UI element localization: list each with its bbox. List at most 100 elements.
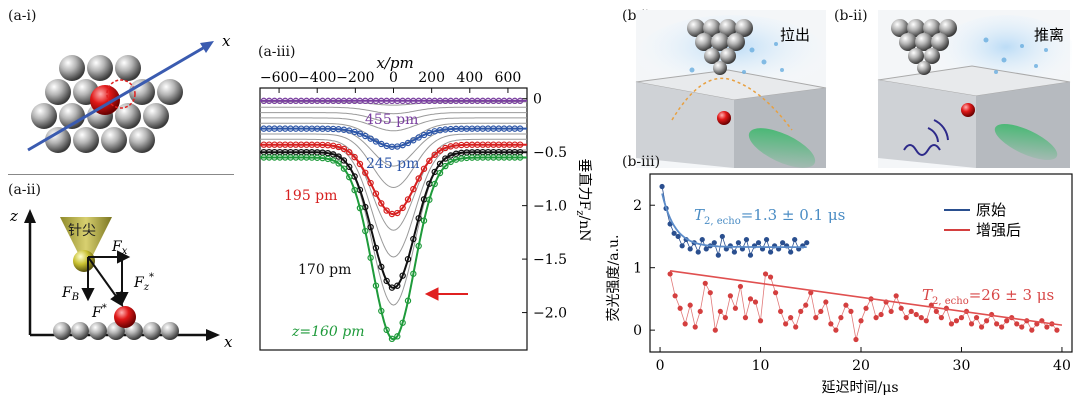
curve-point [372, 282, 380, 289]
enhanced-point [793, 324, 799, 330]
curve-point [404, 297, 412, 304]
enhanced-point [893, 293, 899, 299]
curve-point [367, 135, 374, 142]
original-point [703, 246, 709, 252]
x-axis-title-b: 延迟时间/μs [822, 380, 899, 396]
curve-point [383, 326, 390, 334]
force-curve [260, 156, 527, 341]
enhanced-point [712, 327, 718, 333]
fx-label: Fx [111, 239, 128, 257]
y-tick-label: −0.5 [533, 145, 567, 161]
enhanced-point [873, 315, 879, 321]
curve-point [356, 204, 364, 212]
panel-label-a-iii: (a-iii) [258, 44, 296, 60]
curve-point [362, 227, 369, 235]
curve-point [516, 141, 524, 148]
force-curve-chart: x/pm −600 −400 −200 0 200 400 600 0 −0.5 −1.0 −1.… [259, 54, 593, 351]
curve-point [367, 223, 374, 231]
enhanced-point [838, 315, 844, 321]
curve-point [431, 151, 438, 158]
x-tick-labels-b: 0 10 20 30 40 [656, 347, 1071, 374]
original-point [767, 249, 774, 255]
curve-point [442, 155, 449, 162]
enhanced-point [672, 293, 678, 299]
legend-original: 原始 [976, 201, 1006, 219]
curve-point [420, 165, 428, 173]
y-tick-labels-b: 0 1 2 [633, 198, 655, 339]
curve-point [335, 143, 342, 151]
enhanced-point [948, 321, 955, 327]
curve-label-170: 170 pm [298, 262, 351, 278]
curve-point [410, 270, 417, 277]
gray-curve [260, 133, 527, 189]
substrate-atoms [53, 322, 179, 340]
curve-point [436, 147, 444, 154]
curve-point [383, 277, 390, 285]
y-tick-label: −1.5 [533, 252, 567, 268]
enhanced-point [863, 305, 869, 311]
curve-point [410, 185, 417, 193]
atom-lattice-top-view: x [27, 32, 231, 153]
original-point [743, 236, 750, 243]
x-tick-label: 200 [418, 70, 445, 86]
original-point [735, 240, 742, 246]
y-axis-title-a: 垂直力Fz/nN [574, 159, 593, 242]
curve-point [420, 217, 428, 224]
red-adatom [90, 85, 120, 115]
enhanced-fit [669, 270, 1063, 326]
manipulated-atom [114, 306, 136, 328]
fb-label: FB [61, 285, 79, 303]
enhanced-point [848, 308, 854, 315]
curve-point [394, 209, 401, 217]
curve-point [404, 255, 412, 263]
enhanced-point [702, 280, 708, 286]
original-point [804, 240, 810, 246]
original-point [659, 183, 665, 190]
curves-a [260, 97, 527, 343]
curve-point [330, 151, 337, 158]
gray-curve [260, 117, 527, 132]
curve-point [394, 282, 401, 289]
enhanced-point [798, 308, 804, 315]
original-fit [661, 193, 807, 248]
enhanced-point [823, 299, 829, 305]
curve-point [340, 157, 348, 164]
enhanced-point [918, 315, 924, 321]
enhanced-point [667, 271, 673, 277]
curve-point [378, 263, 385, 271]
gray-curve [260, 112, 527, 123]
enhanced-point [968, 321, 975, 327]
curve-point [410, 137, 417, 144]
curve-point [330, 157, 337, 164]
axis-x2-label: x [224, 333, 233, 351]
curve-point [404, 196, 412, 203]
x-tick-labels-a: −600 −400 −200 0 200 400 600 [260, 70, 521, 93]
curve-point [442, 162, 449, 170]
curve-point [340, 165, 348, 172]
enhanced-point [767, 274, 774, 280]
enhanced-point [983, 318, 990, 324]
curve-point [415, 242, 422, 250]
gray-curve [260, 149, 527, 306]
curve-point [356, 160, 364, 168]
enhanced-point [727, 293, 733, 299]
enhanced-point [888, 308, 894, 315]
curve-point [372, 138, 380, 145]
plot-frame-b [649, 173, 1073, 353]
original-point [675, 233, 681, 240]
fluorescence-chart: 0 10 20 30 40 0 1 2 荧光强度/a.u. 延迟时间/μs T2, echo… [605, 173, 1073, 396]
divider-a [8, 174, 234, 175]
diamond-push-illustration: 推离 [877, 10, 1072, 168]
original-point [687, 246, 693, 252]
curve-point [378, 140, 385, 148]
series-b [659, 183, 1063, 343]
curve-point [388, 335, 396, 343]
y-axis-title-b: 荧光强度/a.u. [605, 235, 622, 322]
enhanced-point [903, 315, 909, 321]
axis-z-label: z [9, 207, 18, 225]
curve-point [346, 163, 353, 171]
caption-b-i: 拉出 [780, 26, 810, 44]
x-tick-label: −400 [298, 70, 336, 86]
curve-point [447, 158, 454, 166]
enhanced-point [808, 290, 814, 296]
